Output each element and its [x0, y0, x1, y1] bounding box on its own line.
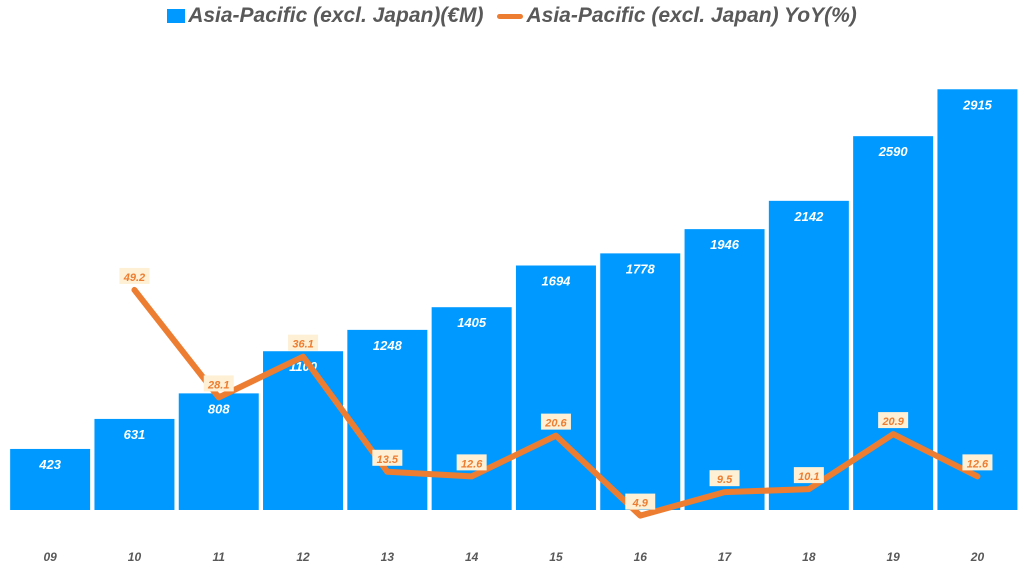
bar	[94, 418, 175, 510]
bar-value-label: 1778	[626, 261, 656, 276]
legend-label-bar: Asia-Pacific (excl. Japan)(€M)	[188, 4, 484, 27]
x-tick-label: 16	[634, 550, 648, 564]
x-tick-label: 13	[381, 550, 395, 564]
x-tick-label: 20	[970, 550, 985, 564]
legend-label-line: Asia-Pacific (excl. Japan) YoY(%)	[526, 4, 857, 27]
x-tick-label: 12	[296, 550, 310, 564]
line-label-bg	[288, 334, 319, 351]
bar-value-label: 1694	[541, 273, 571, 288]
x-tick-label: 14	[465, 550, 479, 564]
legend: Asia-Pacific (excl. Japan)(€M) Asia-Paci…	[0, 4, 1024, 28]
bar-value-label: 1248	[373, 338, 403, 353]
line-label-bg	[456, 454, 487, 471]
bar-value-label: 2915	[962, 97, 993, 112]
x-tick-label: 09	[43, 550, 57, 564]
line-value-label: 4.9	[632, 498, 649, 510]
line-value-label: 28.1	[207, 379, 229, 391]
bar	[684, 229, 765, 511]
x-tick-label: 10	[128, 550, 142, 564]
bar-value-label: 808	[208, 401, 230, 416]
line-label-bg	[962, 454, 993, 471]
bar-value-label: 631	[124, 427, 146, 442]
legend-item-bar: Asia-Pacific (excl. Japan)(€M)	[167, 4, 483, 28]
bar	[937, 89, 1018, 510]
line-label-bg	[709, 470, 740, 487]
bar	[600, 253, 681, 510]
bar	[768, 200, 849, 510]
legend-swatch-line	[497, 13, 524, 19]
bar	[263, 351, 344, 510]
legend-item-line: Asia-Pacific (excl. Japan) YoY(%)	[497, 4, 857, 28]
line-label-bg	[793, 467, 824, 484]
line-value-label: 20.6	[544, 418, 567, 430]
line-value-label: 13.5	[377, 454, 399, 466]
line-label-bg	[372, 449, 403, 466]
bar	[10, 448, 91, 510]
line-value-label: 9.5	[717, 474, 733, 486]
line-value-label: 10.1	[798, 471, 819, 483]
line-label-bg	[878, 412, 909, 429]
x-tick-label: 19	[886, 550, 900, 564]
line-label-bg	[119, 267, 150, 284]
x-tick-label: 15	[549, 550, 563, 564]
line-label-bg	[625, 493, 656, 510]
bar	[178, 393, 259, 510]
bar-value-label: 423	[38, 457, 61, 472]
bar	[431, 307, 512, 510]
line-value-label: 12.6	[967, 458, 989, 470]
line-value-label: 49.2	[123, 272, 145, 284]
yoy-line	[131, 286, 981, 519]
line-label-bg	[540, 413, 571, 430]
legend-swatch-bar	[167, 9, 186, 23]
line-label-bg	[203, 375, 234, 392]
line-value-label: 36.1	[292, 339, 313, 351]
bar	[347, 329, 428, 510]
bar-value-label: 1405	[457, 315, 487, 330]
x-tick-label: 18	[802, 550, 816, 564]
x-tick-label: 17	[718, 550, 733, 564]
bar	[515, 265, 596, 510]
bar-value-label: 2142	[793, 209, 824, 224]
line-value-label: 12.6	[461, 458, 483, 470]
line-value-label: 20.9	[881, 416, 904, 428]
bar-value-label: 1946	[710, 237, 740, 252]
x-tick-label: 11	[213, 550, 226, 564]
bar-value-label: 2590	[878, 144, 909, 159]
